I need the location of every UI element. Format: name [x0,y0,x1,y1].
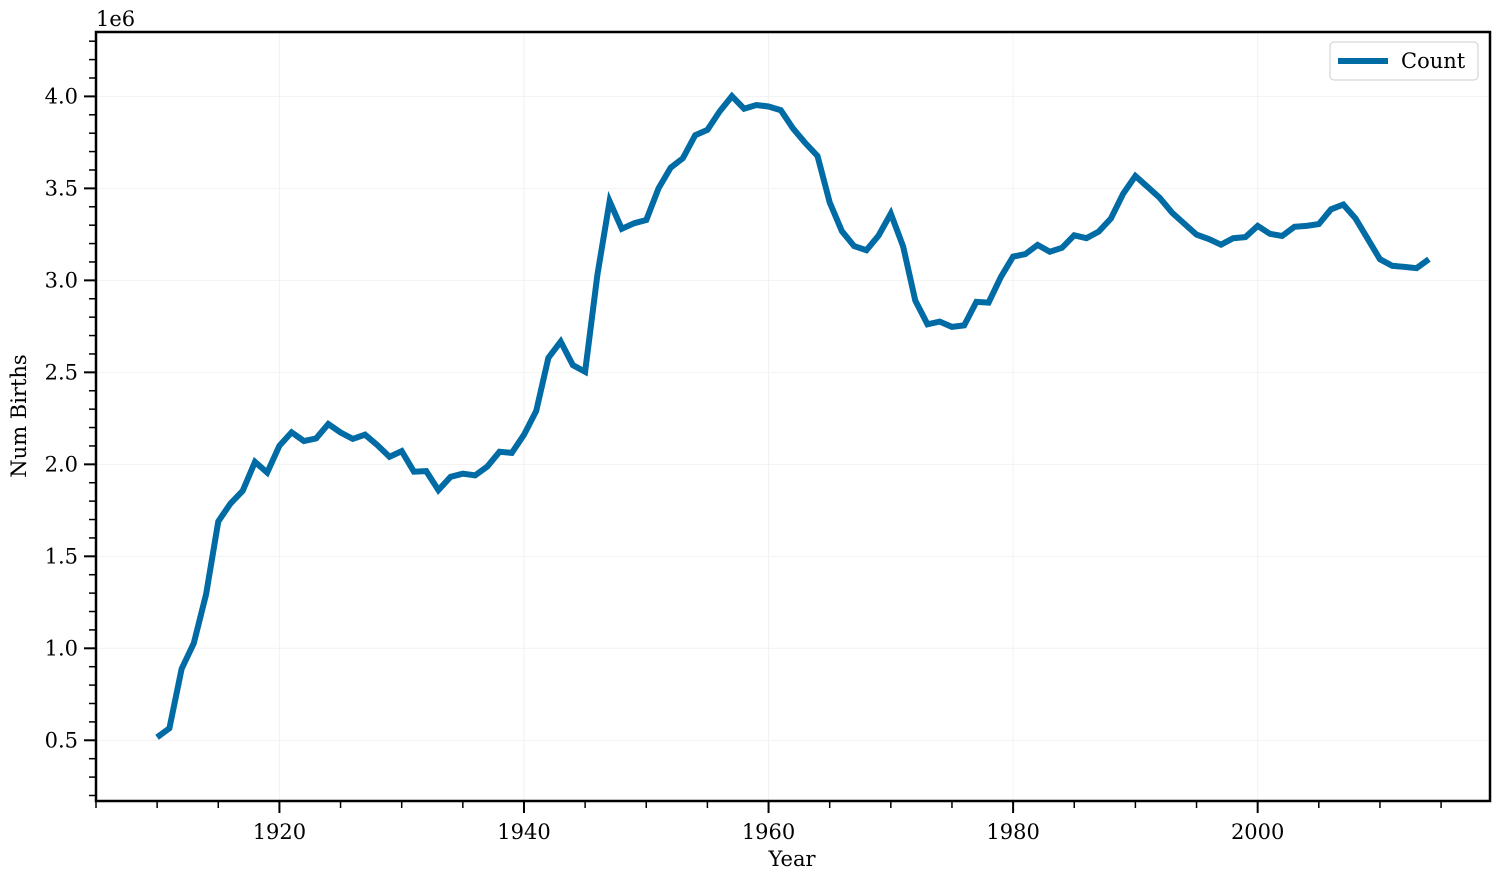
x-tick-label: 1940 [497,820,550,844]
axes-frame [94,30,1492,803]
grid [96,32,1490,801]
series-line-count [155,91,1431,740]
x-tick-label: 2000 [1231,820,1284,844]
legend-label-count: Count [1401,49,1466,73]
y-axis-title: Num Births [7,354,31,477]
series-layer [155,91,1431,740]
x-tick-label: 1980 [986,820,1039,844]
y-tick-label: 2.0 [45,452,78,476]
y-tick-label: 2.5 [45,360,78,384]
y-axis: 0.5 1.0 1.5 2.0 2.5 3.0 3.5 4.0 [45,40,96,797]
y-tick-label: 1.5 [45,544,78,568]
y-tick-label: 1.0 [45,636,78,660]
y-tick-label: 0.5 [45,728,78,752]
legend-box [1329,41,1479,81]
y-tick-label: 3.5 [45,176,78,200]
legend: Count [1329,41,1479,81]
x-axis: 1920 1940 1960 1980 2000 [95,801,1442,844]
y-tick-label: 3.0 [45,268,78,292]
x-axis-title: Year [767,847,816,871]
x-tick-label: 1960 [742,820,795,844]
x-tick-label: 1920 [253,820,306,844]
y-offset-text: 1e6 [96,7,135,31]
y-tick-label: 4.0 [45,84,78,108]
